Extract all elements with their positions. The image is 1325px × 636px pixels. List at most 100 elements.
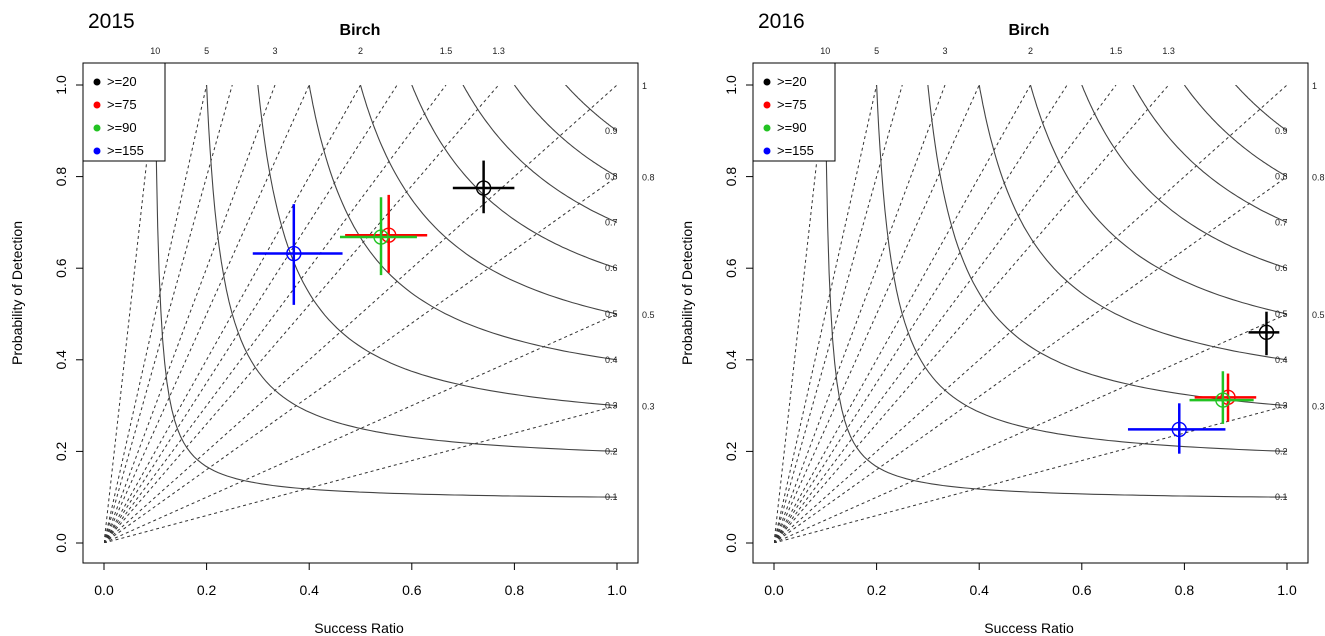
csi-contour (206, 85, 617, 452)
bias-line (104, 85, 398, 543)
bias-label: 2 (1028, 46, 1033, 56)
legend-label: >=20 (777, 74, 807, 89)
csi-contour-label: 0.4 (605, 355, 618, 365)
bias-line (774, 85, 1287, 543)
y-tick-label: 1.0 (723, 75, 739, 95)
y-tick-label: 0.6 (723, 258, 739, 278)
data-point-155 (1127, 403, 1226, 454)
bias-line (774, 176, 1287, 543)
bias-line (774, 85, 1068, 543)
csi-contour (514, 85, 617, 178)
y-axis: 0.0 0.2 0.4 0.6 0.8 1.0 (723, 75, 753, 553)
bias-line (774, 313, 1287, 543)
csi-contour-label: 0.1 (1275, 492, 1288, 502)
csi-contour-label: 0.1 (605, 492, 618, 502)
bias-label: 1 (642, 81, 647, 91)
legend-marker (93, 101, 101, 109)
x-tick-label: 0.0 (94, 582, 114, 598)
csi-contour-label: 0.5 (605, 309, 618, 319)
legend-label: >=90 (107, 120, 137, 135)
bias-label: 10 (820, 46, 830, 56)
x-tick-label: 0.6 (402, 582, 422, 598)
data-point-marker (1171, 421, 1187, 438)
legend-marker (763, 147, 771, 155)
panel-year-label: 2016 (758, 10, 805, 33)
y-tick-label: 0.8 (723, 167, 739, 187)
x-tick-label: 0.4 (969, 582, 989, 598)
y-tick-label: 0.4 (723, 350, 739, 370)
bias-label: 0.3 (642, 402, 655, 412)
legend-marker (93, 124, 101, 132)
csi-contour (257, 85, 617, 407)
y-tick-label: 0.2 (53, 441, 69, 461)
plot-lines (774, 85, 1287, 543)
csi-contour-label: 0.8 (1275, 172, 1288, 182)
plot-frame (82, 62, 639, 564)
data-points (252, 160, 515, 305)
panel-year-label: 2015 (88, 10, 135, 33)
bias-label: 1.5 (1110, 46, 1123, 56)
csi-contour (978, 85, 1287, 361)
bias-line (774, 405, 1287, 543)
legend-marker (763, 124, 771, 132)
csi-contour-label: 0.6 (1275, 263, 1288, 273)
data-point-90 (339, 197, 417, 276)
plot-area: 0.1 0.2 0.3 0.4 0.5 0.6 0.7 0.8 0.9 10 5 3 2 1.5 1.3 1 0… (53, 46, 655, 598)
csi-contour-label: 0.2 (1275, 446, 1288, 456)
csi-contour-label: 0.5 (1275, 309, 1288, 319)
bias-label: 0.3 (1312, 402, 1325, 412)
bias-label: 1.3 (1162, 46, 1175, 56)
legend-label: >=20 (107, 74, 137, 89)
bias-label: 0.8 (1312, 173, 1325, 183)
data-point-90 (1189, 371, 1254, 424)
plot-frame (752, 62, 1309, 564)
x-axis: 0.0 0.2 0.4 0.6 0.8 1.0 (94, 563, 627, 598)
y-tick-label: 0.0 (53, 533, 69, 553)
csi-contour-label: 0.9 (605, 126, 618, 136)
x-tick-label: 0.6 (1072, 582, 1092, 598)
x-tick-label: 1.0 (607, 582, 627, 598)
y-tick-label: 0.8 (53, 167, 69, 187)
csi-contour (927, 85, 1287, 407)
bias-label: 5 (874, 46, 879, 56)
csi-contour-label: 0.8 (605, 172, 618, 182)
legend-marker (93, 78, 101, 86)
data-point-20 (452, 160, 515, 214)
bias-label: 3 (942, 46, 947, 56)
bias-label: 1 (1312, 81, 1317, 91)
legend-label: >=155 (107, 143, 144, 158)
csi-contour-label: 0.4 (1275, 355, 1288, 365)
y-axis-label: Probability of Detection (679, 221, 695, 365)
x-tick-label: 0.8 (505, 582, 525, 598)
bias-label: 0.5 (1312, 310, 1325, 320)
x-tick-label: 1.0 (1277, 582, 1297, 598)
data-point-75 (345, 194, 428, 273)
csi-contour-label: 0.3 (1275, 401, 1288, 411)
plot-lines (104, 85, 617, 543)
csi-contour-label: 0.7 (605, 217, 618, 227)
bias-line (104, 85, 617, 543)
y-axis-label: Probability of Detection (9, 221, 25, 365)
csi-contour-label: 0.3 (605, 401, 618, 411)
data-point-marker (1215, 392, 1231, 408)
x-axis: 0.0 0.2 0.4 0.6 0.8 1.0 (764, 563, 1297, 598)
y-tick-label: 0.2 (723, 441, 739, 461)
bias-label: 1.3 (492, 46, 505, 56)
csi-contour (411, 85, 617, 269)
data-point-marker (286, 245, 302, 262)
csi-contour (824, 85, 1287, 498)
bias-label: 3 (272, 46, 277, 56)
bias-label: 0.8 (642, 173, 655, 183)
csi-contour (1184, 85, 1287, 178)
x-tick-label: 0.4 (299, 582, 319, 598)
plot-area: 0.1 0.2 0.3 0.4 0.5 0.6 0.7 0.8 0.9 10 5 3 2 1.5 1.3 1 0… (723, 46, 1325, 598)
csi-contour (1029, 85, 1287, 315)
y-tick-label: 0.6 (53, 258, 69, 278)
legend-label: >=155 (777, 143, 814, 158)
panel-title: Birch (1009, 22, 1050, 39)
y-axis: 0.0 0.2 0.4 0.6 0.8 1.0 (53, 75, 83, 553)
csi-contour (1235, 85, 1287, 132)
panel-2016: 2016 Birch Success Ratio Probability of … (679, 10, 1325, 636)
panel-2015: 2015 Birch Success Ratio Probability of … (9, 10, 655, 636)
